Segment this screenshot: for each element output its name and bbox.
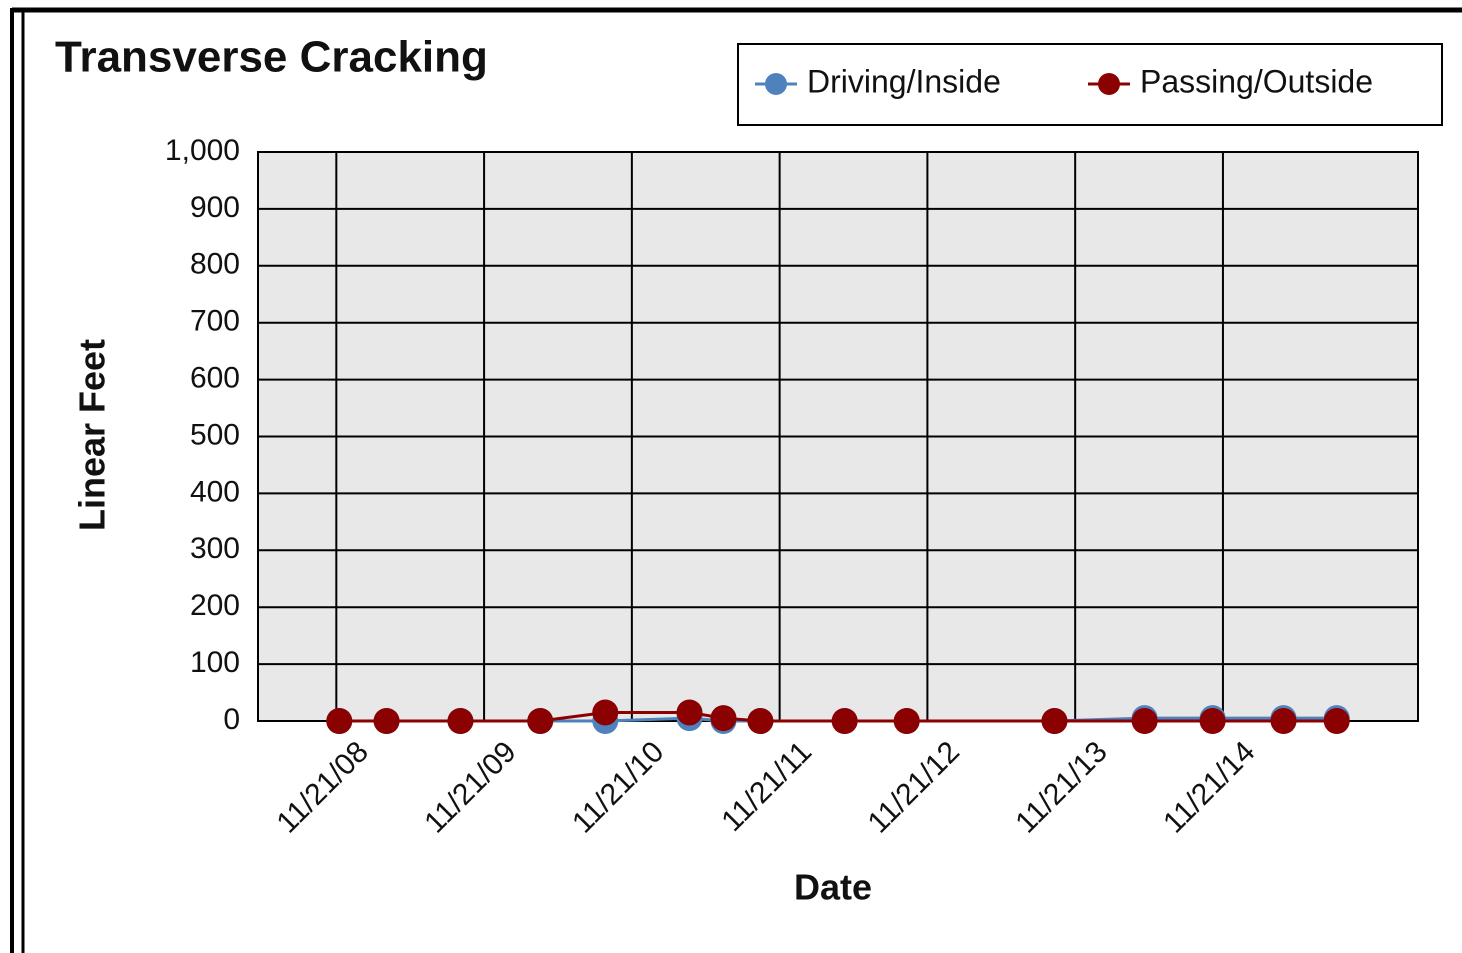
data-point <box>893 708 920 734</box>
y-tick-label: 600 <box>190 362 240 395</box>
data-point <box>831 708 858 734</box>
data-point <box>710 705 737 732</box>
y-tick-label: 400 <box>190 475 240 508</box>
legend-marker <box>1098 73 1120 95</box>
legend-marker <box>765 73 787 95</box>
y-tick-label: 900 <box>190 191 240 224</box>
legend-label: Driving/Inside <box>807 63 1001 99</box>
y-tick-label: 300 <box>190 532 240 565</box>
data-point <box>592 699 619 726</box>
chart-title: Transverse Cracking <box>55 33 488 82</box>
y-tick-label: 1,000 <box>165 134 240 167</box>
data-point <box>326 708 353 734</box>
data-point <box>1131 708 1158 734</box>
data-point <box>747 708 774 734</box>
data-point <box>373 708 400 734</box>
data-point <box>676 699 703 726</box>
y-axis-label: Linear Feet <box>72 339 113 531</box>
data-point <box>447 708 474 734</box>
y-tick-label: 200 <box>190 589 240 622</box>
y-tick-label: 800 <box>190 248 240 281</box>
data-point <box>1323 708 1350 734</box>
y-tick-label: 700 <box>190 305 240 338</box>
x-axis-label: Date <box>794 867 872 908</box>
y-tick-label: 500 <box>190 418 240 451</box>
legend-label: Passing/Outside <box>1140 63 1373 99</box>
data-point <box>527 708 554 734</box>
y-tick-label: 100 <box>190 646 240 679</box>
data-point <box>1270 708 1297 734</box>
data-point <box>1199 708 1226 734</box>
data-point <box>1041 708 1068 734</box>
y-tick-label: 0 <box>223 703 240 736</box>
